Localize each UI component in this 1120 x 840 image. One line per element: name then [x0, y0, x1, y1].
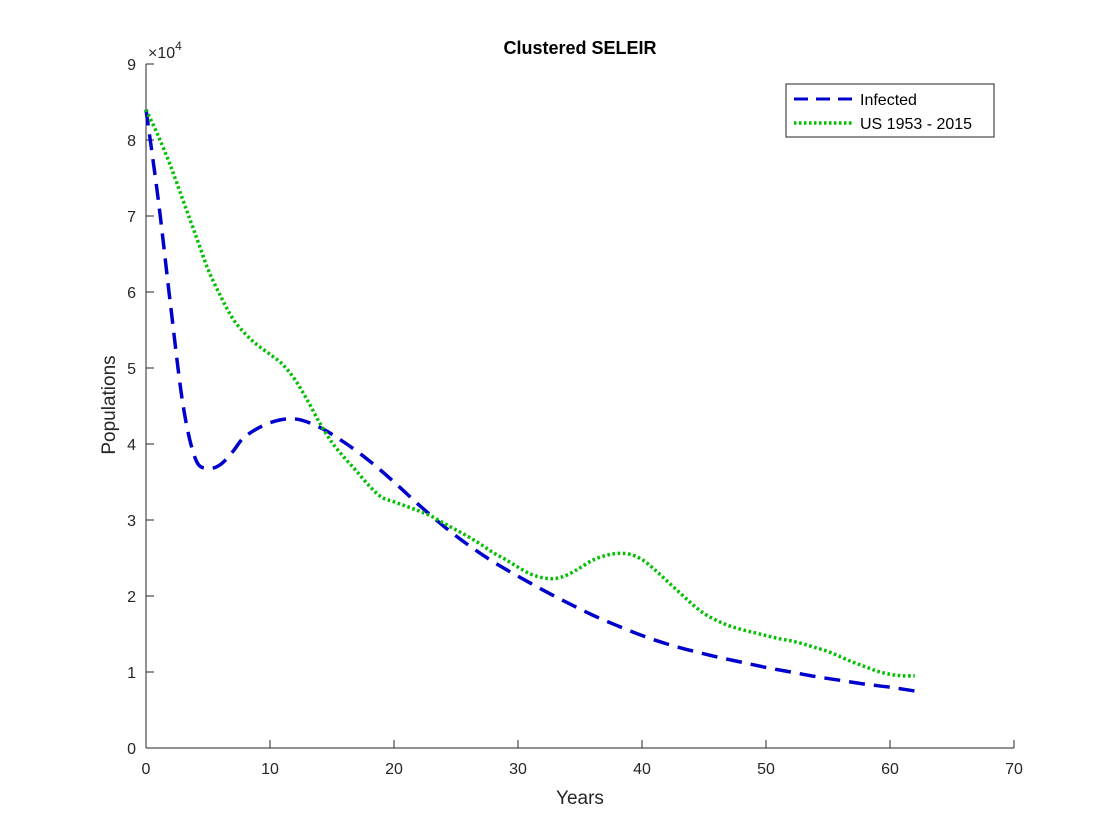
svg-text:×104: ×104: [148, 39, 182, 62]
y-axis-label: Populations: [99, 355, 120, 454]
y-tick-label: 3: [127, 513, 136, 530]
x-tick-label: 0: [142, 761, 151, 778]
x-axis-label: Years: [556, 788, 604, 809]
series-line-infected: [144, 109, 916, 693]
legend-box: [785, 83, 995, 138]
series-line-us-1953-2015: [144, 108, 915, 678]
y-exponent-power: 4: [175, 39, 182, 53]
x-tick-label: 50: [757, 761, 775, 778]
y-tick-label: 7: [127, 209, 136, 226]
x-tick-label: 60: [881, 761, 899, 778]
y-tick-label: 4: [127, 437, 136, 454]
y-exponent: ×104: [148, 39, 182, 62]
x-tick-label: 10: [261, 761, 279, 778]
x-tick-label: 20: [385, 761, 403, 778]
series-layer: [144, 108, 916, 693]
legend: Infected US 1953 - 2015: [785, 83, 995, 138]
legend-label-infected: Infected: [860, 92, 917, 109]
legend-label-us: US 1953 - 2015: [860, 116, 972, 133]
y-tick-label: 8: [127, 133, 136, 150]
y-exponent-base: ×10: [148, 45, 175, 62]
x-tick-label: 40: [633, 761, 651, 778]
chart-title: Clustered SELEIR: [503, 38, 656, 58]
y-tick-label: 2: [127, 589, 136, 606]
y-tick-label: 6: [127, 285, 136, 302]
y-tick-label: 5: [127, 361, 136, 378]
y-tick-label: 1: [127, 665, 136, 682]
y-tick-label: 0: [127, 741, 136, 758]
x-tick-label: 30: [509, 761, 527, 778]
x-tick-label: 70: [1005, 761, 1023, 778]
y-tick-label: 9: [127, 57, 136, 74]
axes: 0 10 20 30 40 50 60 70 0 1 2 3 4 5 6 7 8 9: [127, 57, 1023, 778]
